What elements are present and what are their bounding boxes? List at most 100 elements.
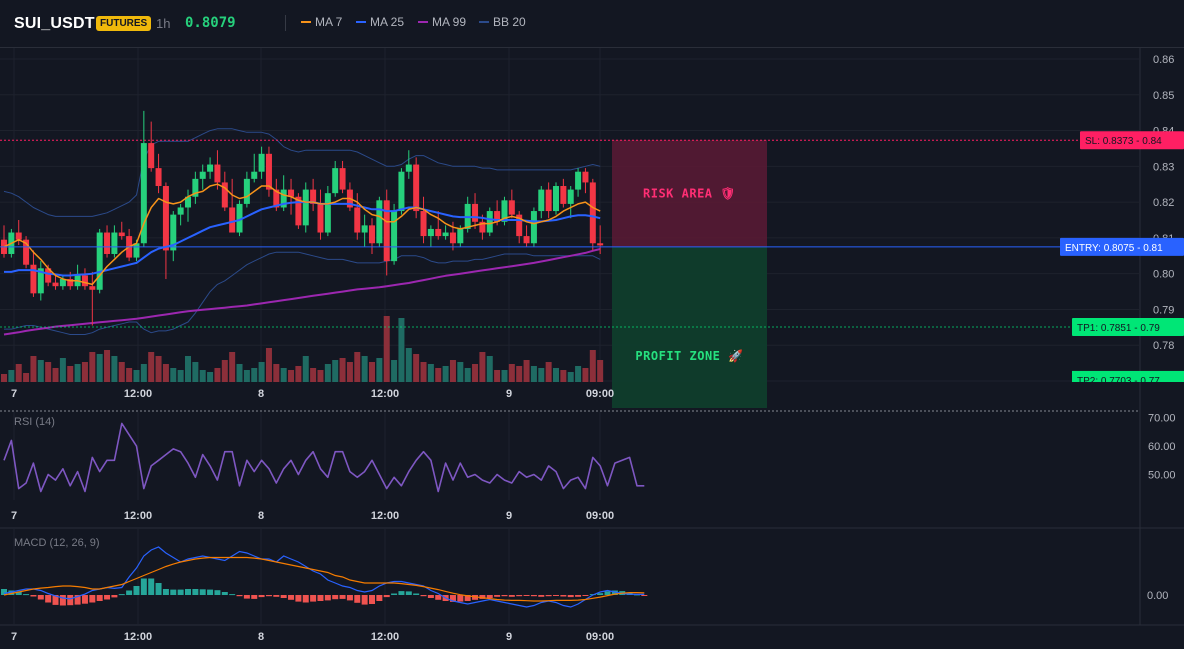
volume-bar bbox=[23, 373, 30, 382]
entry-tag bbox=[1060, 237, 1184, 256]
macd-histogram-bar bbox=[185, 589, 191, 595]
legend-ma99[interactable]: MA 99 bbox=[418, 15, 466, 29]
volume-bar bbox=[464, 368, 471, 382]
rsi-line bbox=[3, 422, 645, 493]
time-axis-label: 9 bbox=[506, 631, 512, 643]
volume-bar bbox=[89, 352, 96, 382]
macd-histogram-bar bbox=[236, 595, 243, 597]
macd-histogram-bar bbox=[81, 595, 88, 604]
candle-body bbox=[516, 214, 523, 237]
candle-body bbox=[273, 189, 280, 208]
macd-histogram-bar bbox=[243, 595, 250, 599]
volume-bar bbox=[391, 360, 398, 382]
macd-histogram-bar bbox=[383, 595, 390, 598]
timeframe-selector[interactable]: 1h bbox=[156, 16, 171, 31]
candle-body bbox=[324, 193, 331, 233]
volume-bar bbox=[310, 368, 317, 382]
volume-bar bbox=[251, 368, 258, 382]
macd-histogram-bar bbox=[214, 590, 221, 595]
volume-bar bbox=[383, 316, 390, 382]
macd-histogram-bar bbox=[148, 578, 155, 595]
volume-bar bbox=[74, 364, 81, 382]
volume-bar bbox=[1, 374, 7, 382]
volume-bar bbox=[302, 356, 309, 382]
volume-bar bbox=[229, 352, 236, 382]
volume-bar bbox=[221, 360, 228, 382]
volume-bar bbox=[170, 368, 177, 382]
volume-bar bbox=[486, 356, 493, 382]
bb-upper-line bbox=[3, 128, 601, 217]
volume-bar bbox=[516, 366, 523, 382]
volume-bar bbox=[118, 362, 125, 382]
legend-ma25[interactable]: MA 25 bbox=[356, 15, 404, 29]
macd-histogram-bar bbox=[391, 593, 398, 595]
macd-histogram-bar bbox=[140, 578, 147, 595]
macd-histogram-bar bbox=[1, 589, 7, 595]
time-axis-label: 9 bbox=[506, 388, 512, 400]
macd-label: MACD (12, 26, 9) bbox=[14, 537, 100, 549]
volume-bar bbox=[295, 366, 302, 382]
candle-body bbox=[457, 228, 464, 244]
volume-bar bbox=[236, 364, 243, 382]
candle-body bbox=[214, 164, 221, 183]
candle-body bbox=[243, 178, 250, 204]
candle-body bbox=[420, 211, 427, 237]
candle-body bbox=[23, 239, 30, 265]
macd-histogram-bar bbox=[324, 595, 331, 601]
macd-histogram-bar bbox=[221, 592, 228, 595]
legend-ma25-label: MA 25 bbox=[370, 15, 405, 29]
macd-histogram-bar bbox=[501, 595, 508, 597]
macd-histogram-bar bbox=[317, 595, 324, 601]
macd-histogram-bar bbox=[641, 595, 648, 596]
macd-histogram-bar bbox=[74, 595, 81, 605]
candle-body bbox=[310, 189, 317, 204]
candle-body bbox=[118, 232, 125, 237]
macd-histogram-bar bbox=[361, 595, 368, 605]
candle-body bbox=[148, 143, 155, 169]
macd-histogram-bar bbox=[96, 595, 103, 601]
macd-histogram-bar bbox=[52, 595, 59, 605]
legend-ma99-swatch bbox=[418, 20, 428, 23]
volume-bar bbox=[199, 370, 206, 382]
volume-bar bbox=[192, 362, 199, 382]
candle-body bbox=[472, 203, 479, 222]
macd-histogram-bar bbox=[435, 595, 442, 600]
volume-bar bbox=[214, 368, 221, 382]
profit-zone-label: PROFIT ZONE 🚀 bbox=[635, 349, 743, 363]
legend-ma7[interactable]: MA 7 bbox=[301, 15, 342, 29]
macd-histogram-bar bbox=[30, 595, 37, 597]
candle-body bbox=[575, 171, 582, 190]
volume-bar bbox=[185, 356, 191, 382]
volume-bar bbox=[162, 364, 169, 382]
macd-zero-label: 0.00 bbox=[1147, 590, 1168, 602]
candle-body bbox=[30, 264, 37, 294]
macd-histogram-bar bbox=[449, 595, 456, 602]
volume-bar bbox=[567, 372, 574, 382]
macd-histogram-bar bbox=[89, 595, 96, 603]
time-axis-label: 8 bbox=[258, 388, 264, 400]
candle-body bbox=[339, 168, 346, 190]
candle-body bbox=[177, 207, 184, 215]
macd-histogram-bar bbox=[604, 591, 611, 595]
candle-body bbox=[295, 196, 302, 226]
candle-body bbox=[369, 225, 375, 244]
volume-bar bbox=[530, 366, 537, 382]
volume-bar bbox=[413, 354, 420, 382]
symbol-name[interactable]: SUI_USDT bbox=[14, 15, 95, 32]
volume-bar bbox=[243, 370, 250, 382]
legend-bb20[interactable]: BB 20 bbox=[479, 15, 526, 29]
volume-bar bbox=[420, 362, 427, 382]
legend-ma99-label: MA 99 bbox=[432, 15, 467, 29]
volume-bar bbox=[155, 356, 162, 382]
legend-ma25-swatch bbox=[356, 20, 366, 23]
time-axis-label: 7 bbox=[11, 510, 17, 522]
candle-body bbox=[104, 232, 111, 254]
candle-body bbox=[538, 189, 545, 212]
candle-body bbox=[553, 186, 559, 212]
macd-histogram-bar bbox=[346, 595, 353, 601]
candle-body bbox=[207, 164, 214, 172]
candle-body bbox=[96, 232, 103, 290]
volume-bar bbox=[369, 362, 375, 382]
macd-histogram-bar bbox=[251, 595, 258, 599]
